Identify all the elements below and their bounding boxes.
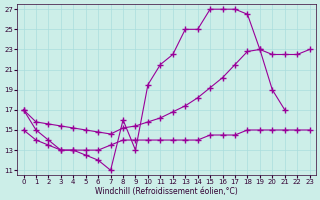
X-axis label: Windchill (Refroidissement éolien,°C): Windchill (Refroidissement éolien,°C) (95, 187, 238, 196)
